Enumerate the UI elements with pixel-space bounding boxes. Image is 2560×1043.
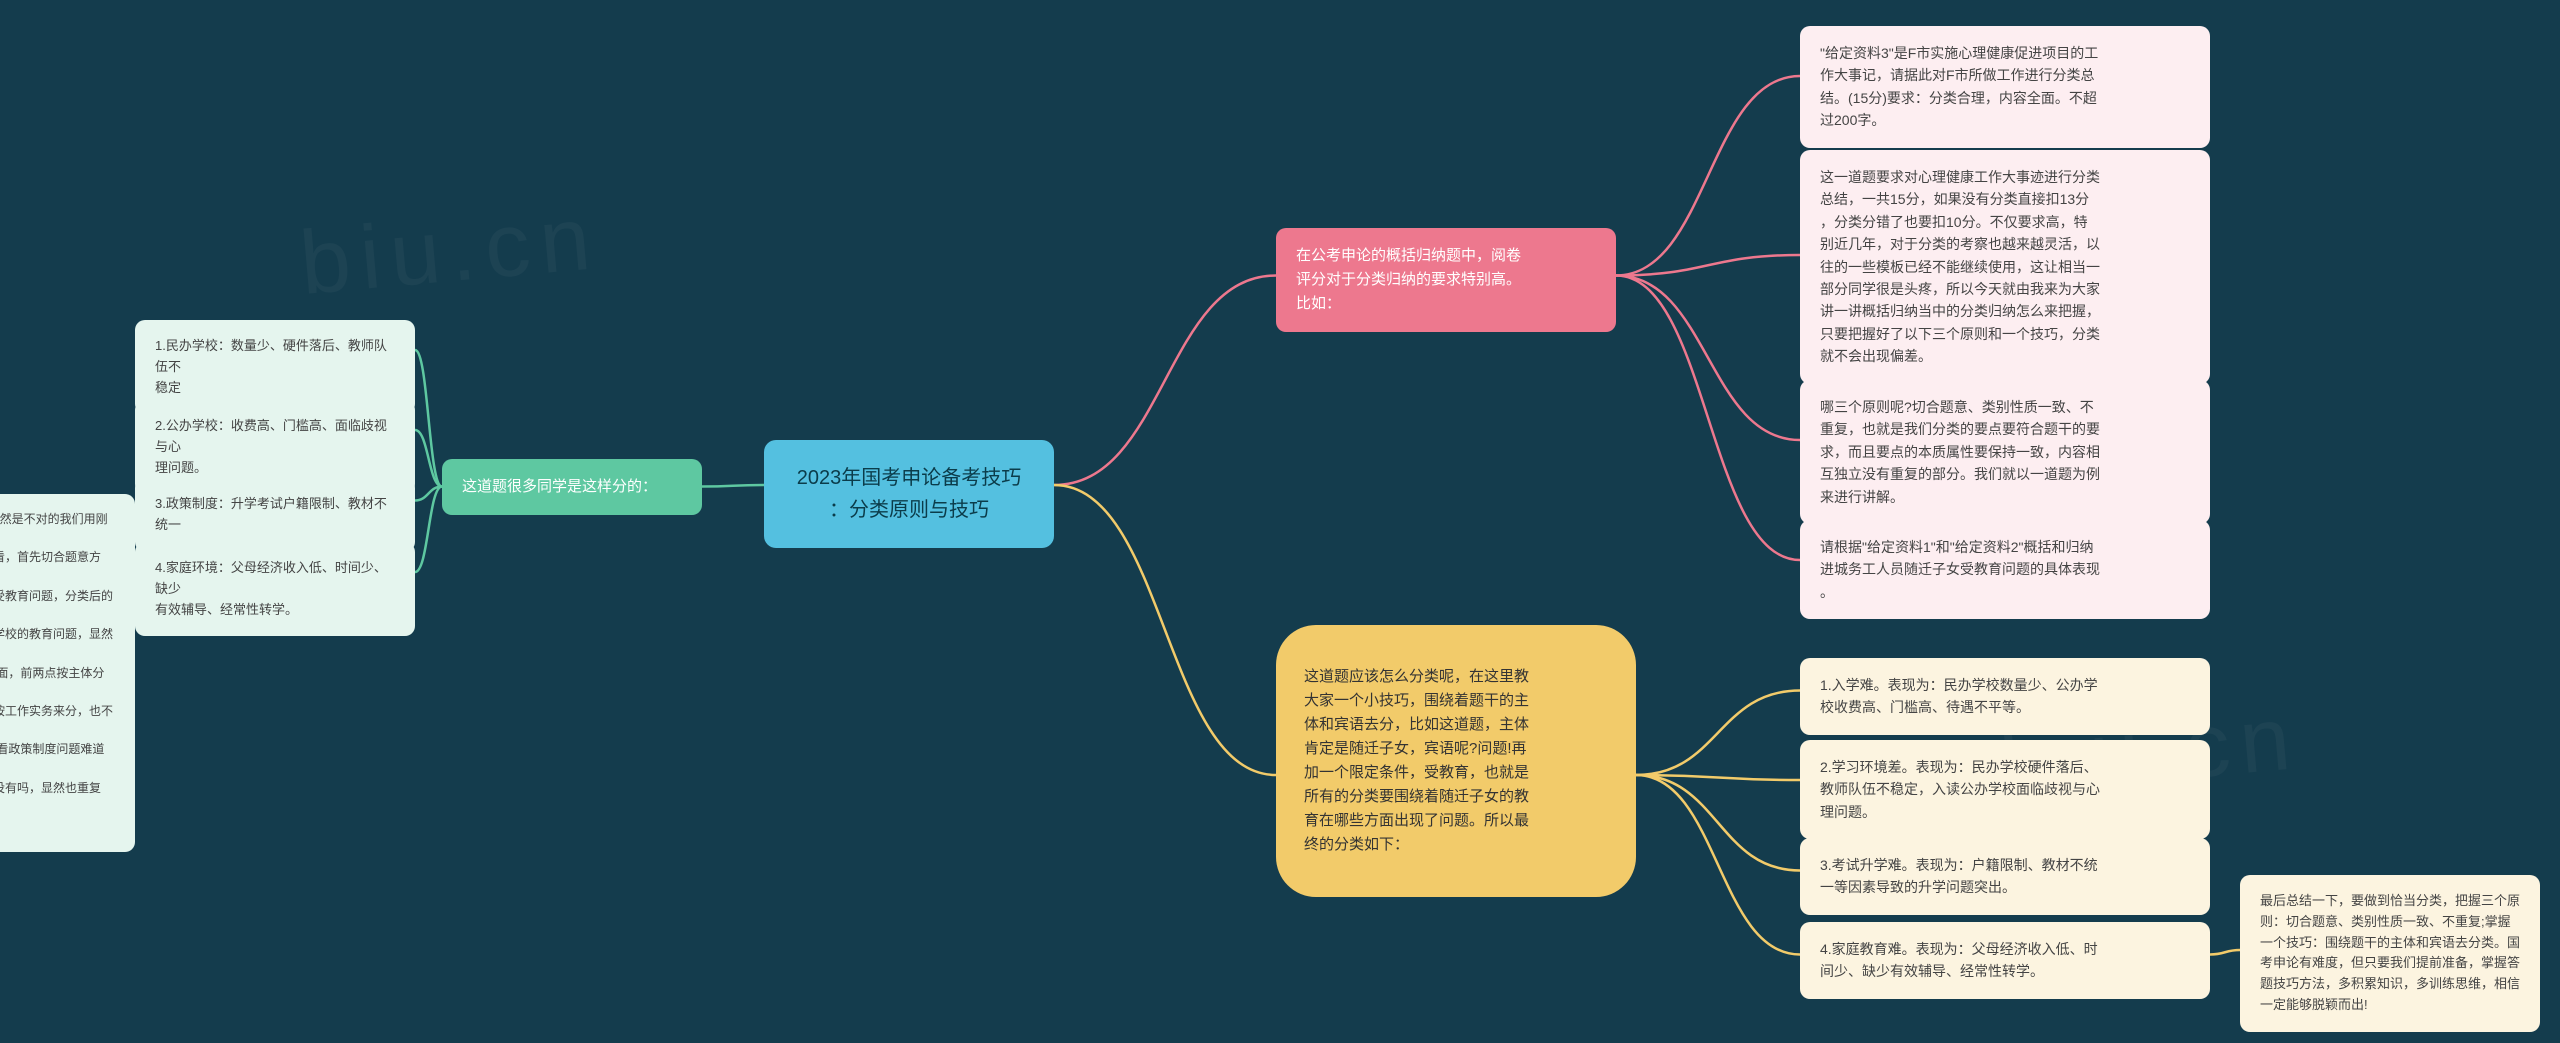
branch-green: 这道题很多同学是这样分的： (442, 459, 702, 515)
leaf-p1: "给定资料3"是F市实施心理健康促进项目的工 作大事记，请据此对F市所做工作进行… (1800, 26, 2210, 148)
watermark-1: biu.cn (296, 187, 604, 316)
branch-yellow: 这道题应该怎么分类呢，在这里教 大家一个小技巧，围绕着题干的主 体和宾语去分，比… (1276, 625, 1636, 897)
branch-pink: 在公考申论的概括归纳题中，阅卷 评分对于分类归纳的要求特别高。 比如： (1276, 228, 1616, 332)
center-node: 2023年国考申论备考技巧 ：分类原则与技巧 (764, 440, 1054, 548)
leaf-y3: 3.考试升学难。表现为：户籍限制、教材不统 一等因素导致的升学问题突出。 (1800, 838, 2210, 915)
leaf-y2: 2.学习环境差。表现为：民办学校硬件落后、 教师队伍不稳定，入读公办学校面临歧视… (1800, 740, 2210, 839)
leaf-y5: 最后总结一下，要做到恰当分类，把握三个原 则：切合题意、类别性质一致、不重复;掌… (2240, 875, 2540, 1032)
leaf-g5: 但这样分真的对吗?显然是不对的我们用刚才 三个原则来比对一下看，首先切合题意方面… (0, 494, 135, 852)
leaf-y4: 4.家庭教育难。表现为：父母经济收入低、时 间少、缺少有效辅导、经常性转学。 (1800, 922, 2210, 999)
leaf-y1: 1.入学难。表现为：民办学校数量少、公办学 校收费高、门槛高、待遇不平等。 (1800, 658, 2210, 735)
leaf-g3: 3.政策制度：升学考试户籍限制、教材不统一 (135, 478, 415, 552)
leaf-g4: 4.家庭环境：父母经济收入低、时间少、缺少 有效辅导、经常性转学。 (135, 542, 415, 636)
leaf-p4: 请根据"给定资料1"和"给定资料2"概括和归纳 进城务工人员随迁子女受教育问题的… (1800, 520, 2210, 619)
leaf-p2: 这一道题要求对心理健康工作大事迹进行分类 总结，一共15分，如果没有分类直接扣1… (1800, 150, 2210, 384)
leaf-p3: 哪三个原则呢?切合题意、类别性质一致、不 重复，也就是我们分类的要点要符合题干的… (1800, 380, 2210, 524)
